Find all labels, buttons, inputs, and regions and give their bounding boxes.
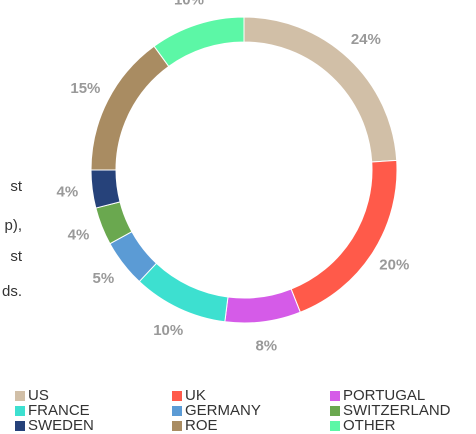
- side-text-line: p),: [4, 217, 22, 234]
- donut-segment: [90, 169, 121, 209]
- legend-label: GERMANY: [185, 402, 261, 419]
- legend-swatch: [330, 391, 340, 401]
- side-text-line: st: [10, 178, 23, 195]
- legend-swatch: [15, 406, 25, 416]
- data-label: 8%: [255, 338, 277, 355]
- data-label: 15%: [70, 80, 100, 97]
- legend-label: SWITZERLAND: [343, 402, 451, 419]
- data-label: 10%: [153, 322, 183, 339]
- donut-segment: [290, 159, 398, 313]
- legend-swatch: [15, 391, 25, 401]
- legend-swatch: [330, 406, 340, 416]
- legend-label: OTHER: [343, 417, 396, 434]
- donut-segment: [153, 16, 245, 68]
- donut: [90, 16, 398, 324]
- side-text-line: st: [10, 248, 23, 265]
- legend-label: SWEDEN: [28, 417, 94, 434]
- legend-label: FRANCE: [28, 402, 90, 419]
- data-label: 4%: [68, 226, 90, 243]
- legend-label: ROE: [185, 417, 218, 434]
- donut-segment: [138, 262, 229, 323]
- legend: US UK PORTUGAL FRANCE GERMANY SWITZERLAND SWED…: [15, 387, 451, 434]
- legend-label: PORTUGAL: [343, 387, 425, 404]
- legend-swatch: [172, 406, 182, 416]
- donut-segment: [90, 45, 170, 171]
- legend-swatch: [330, 421, 340, 431]
- data-label: 24%: [351, 31, 381, 48]
- data-label: 10%: [174, 0, 204, 9]
- data-label: 5%: [93, 270, 115, 287]
- data-label: 4%: [57, 183, 79, 200]
- legend-label: US: [28, 387, 49, 404]
- legend-swatch: [172, 421, 182, 431]
- data-labels: 24% 20% 8% 10% 5% 4% 4% 15% 10%: [57, 0, 410, 355]
- data-label: 20%: [379, 256, 409, 273]
- legend-label: UK: [185, 387, 206, 404]
- donut-segment: [224, 288, 301, 324]
- side-text-line: ds.: [2, 283, 22, 300]
- legend-swatch: [15, 421, 25, 431]
- legend-swatch: [172, 391, 182, 401]
- side-text: st p), st ds.: [2, 178, 23, 300]
